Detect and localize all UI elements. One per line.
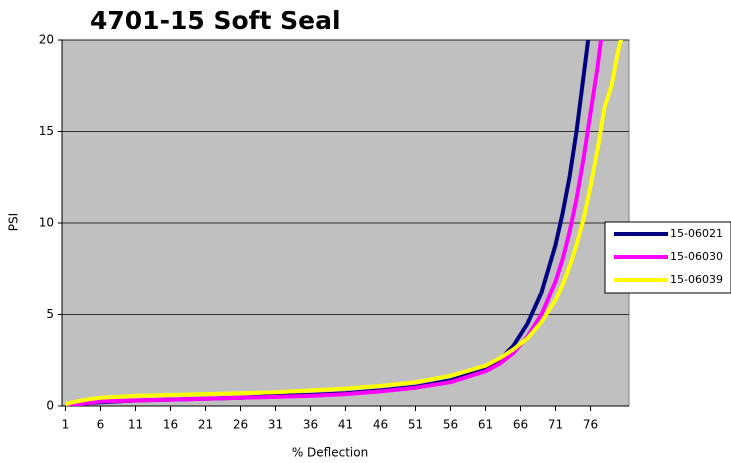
y-tick-label: 15 — [39, 124, 54, 138]
y-tick-label: 20 — [39, 33, 54, 47]
x-tick-label: 6 — [97, 418, 105, 432]
y-tick-label: 0 — [46, 399, 54, 413]
x-tick-label: 66 — [513, 418, 528, 432]
lines — [64, 40, 623, 406]
x-tick-label: 51 — [408, 418, 423, 432]
x-tick-label: 71 — [548, 418, 563, 432]
series-line — [65, 40, 604, 406]
y-axis-label: PSI — [7, 213, 21, 231]
chart-title: 4701-15 Soft Seal — [90, 6, 341, 35]
x-axis-label: % Deflection — [292, 446, 368, 460]
legend-label: 15-06021 — [670, 227, 723, 240]
x-tick-label: 1 — [62, 418, 70, 432]
x-tick-label: 56 — [443, 418, 458, 432]
x-tick-label: 76 — [583, 418, 598, 432]
x-tick-label: 61 — [478, 418, 493, 432]
series-line — [64, 40, 623, 406]
y-tick-label: 5 — [46, 307, 54, 321]
x-tick-label: 31 — [268, 418, 283, 432]
x-tick-label: 21 — [198, 418, 213, 432]
legend-label: 15-06039 — [670, 273, 723, 286]
x-tick-label: 46 — [373, 418, 388, 432]
x-tick-label: 16 — [163, 418, 178, 432]
legend-label: 15-06030 — [670, 250, 723, 263]
y-tick-label: 10 — [39, 216, 54, 230]
x-tick-label: 26 — [233, 418, 248, 432]
x-tick-label: 11 — [128, 418, 143, 432]
x-tick-label: 36 — [303, 418, 318, 432]
grid — [58, 39, 629, 411]
x-tick-label: 41 — [338, 418, 353, 432]
